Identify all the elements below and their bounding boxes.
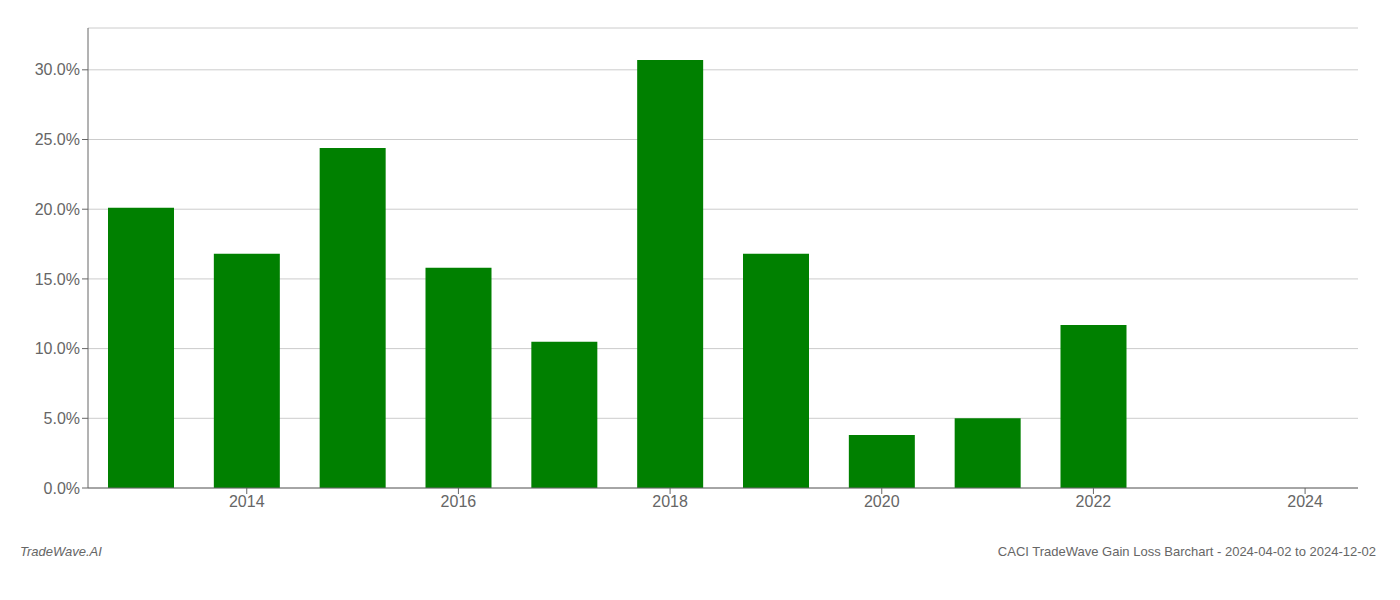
svg-text:2020: 2020 <box>864 493 900 510</box>
svg-text:10.0%: 10.0% <box>35 340 80 357</box>
svg-text:0.0%: 0.0% <box>44 480 80 497</box>
svg-text:2024: 2024 <box>1287 493 1323 510</box>
svg-text:20.0%: 20.0% <box>35 201 80 218</box>
svg-text:30.0%: 30.0% <box>35 61 80 78</box>
svg-text:2014: 2014 <box>229 493 265 510</box>
svg-text:15.0%: 15.0% <box>35 271 80 288</box>
svg-text:25.0%: 25.0% <box>35 131 80 148</box>
svg-text:5.0%: 5.0% <box>44 410 80 427</box>
html-text:TradeWave.AI: TradeWave.AI <box>20 544 102 559</box>
svg-text:2022: 2022 <box>1076 493 1112 510</box>
html-text:CACI TradeWave Gain Loss Barch: CACI TradeWave Gain Loss Barchart - 2024… <box>997 544 1376 559</box>
svg-text:2018: 2018 <box>652 493 688 510</box>
svg-text:2016: 2016 <box>441 493 477 510</box>
